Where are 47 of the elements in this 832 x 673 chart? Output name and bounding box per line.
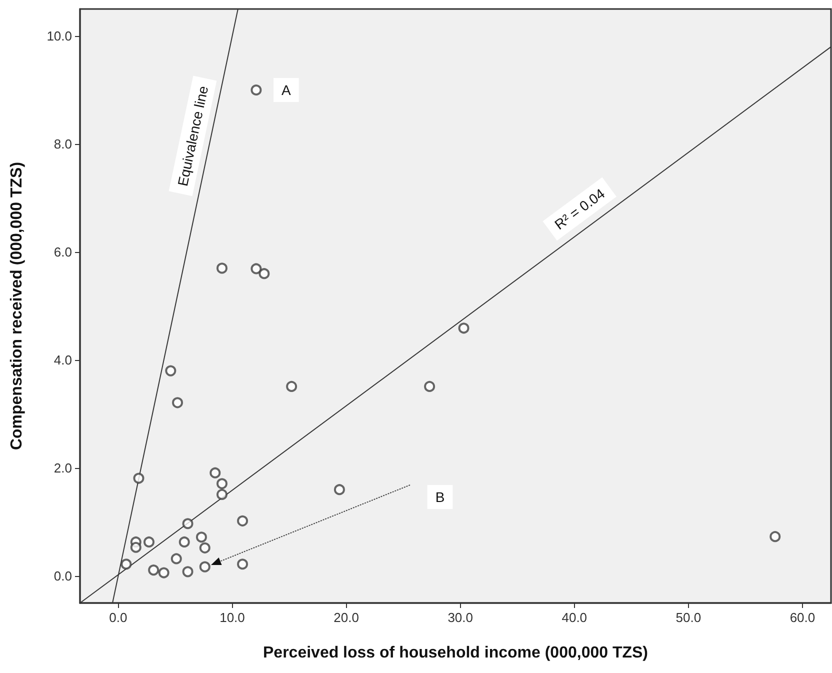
point (770, 531, 781, 542)
point (237, 558, 248, 570)
point (178, 536, 190, 548)
point (182, 518, 194, 530)
y-tick-label: 2.0 (54, 460, 72, 476)
point (216, 478, 228, 490)
point (286, 380, 298, 392)
point (258, 268, 270, 280)
x-tick-label: 10.0 (220, 610, 245, 625)
x-tick-label: 50.0 (676, 610, 702, 625)
point (144, 536, 154, 548)
x-tick-label: 0.0 (109, 610, 128, 625)
annotation: B (435, 489, 445, 505)
point (148, 564, 160, 576)
point (165, 365, 176, 376)
annotation: R² = 0.04 (552, 185, 608, 233)
x-tick-label: 20.0 (334, 610, 359, 625)
point (196, 532, 207, 543)
y-axis-title: Compensation received (000,000 TZS) (8, 162, 26, 450)
point (133, 472, 144, 484)
annotation: A (282, 82, 292, 98)
point (424, 380, 436, 392)
point (250, 263, 262, 274)
y-tick-label: 10.0 (46, 28, 72, 44)
point (120, 558, 132, 570)
x-axis-title: Perceived loss of household income (000,000 TZS) (262, 644, 648, 662)
point (216, 488, 228, 500)
point (172, 397, 184, 408)
y-tick-label: 6.0 (54, 244, 72, 260)
point (199, 542, 210, 554)
point (130, 542, 142, 553)
point (210, 467, 221, 478)
point (182, 566, 194, 578)
point (334, 484, 345, 496)
point (199, 561, 210, 572)
y-tick-label: 4.0 (54, 352, 72, 368)
y-tick-label: 0.0 (54, 568, 72, 584)
x-tick-label: 30.0 (448, 610, 474, 625)
x-tick-label: 60.0 (790, 610, 816, 625)
y-tick-label: 8.0 (54, 136, 72, 152)
point (458, 322, 470, 334)
point (250, 84, 262, 96)
point (170, 553, 182, 564)
point (237, 515, 248, 526)
point (216, 262, 228, 274)
x-tick-label: 40.0 (562, 610, 588, 625)
point (158, 567, 170, 578)
